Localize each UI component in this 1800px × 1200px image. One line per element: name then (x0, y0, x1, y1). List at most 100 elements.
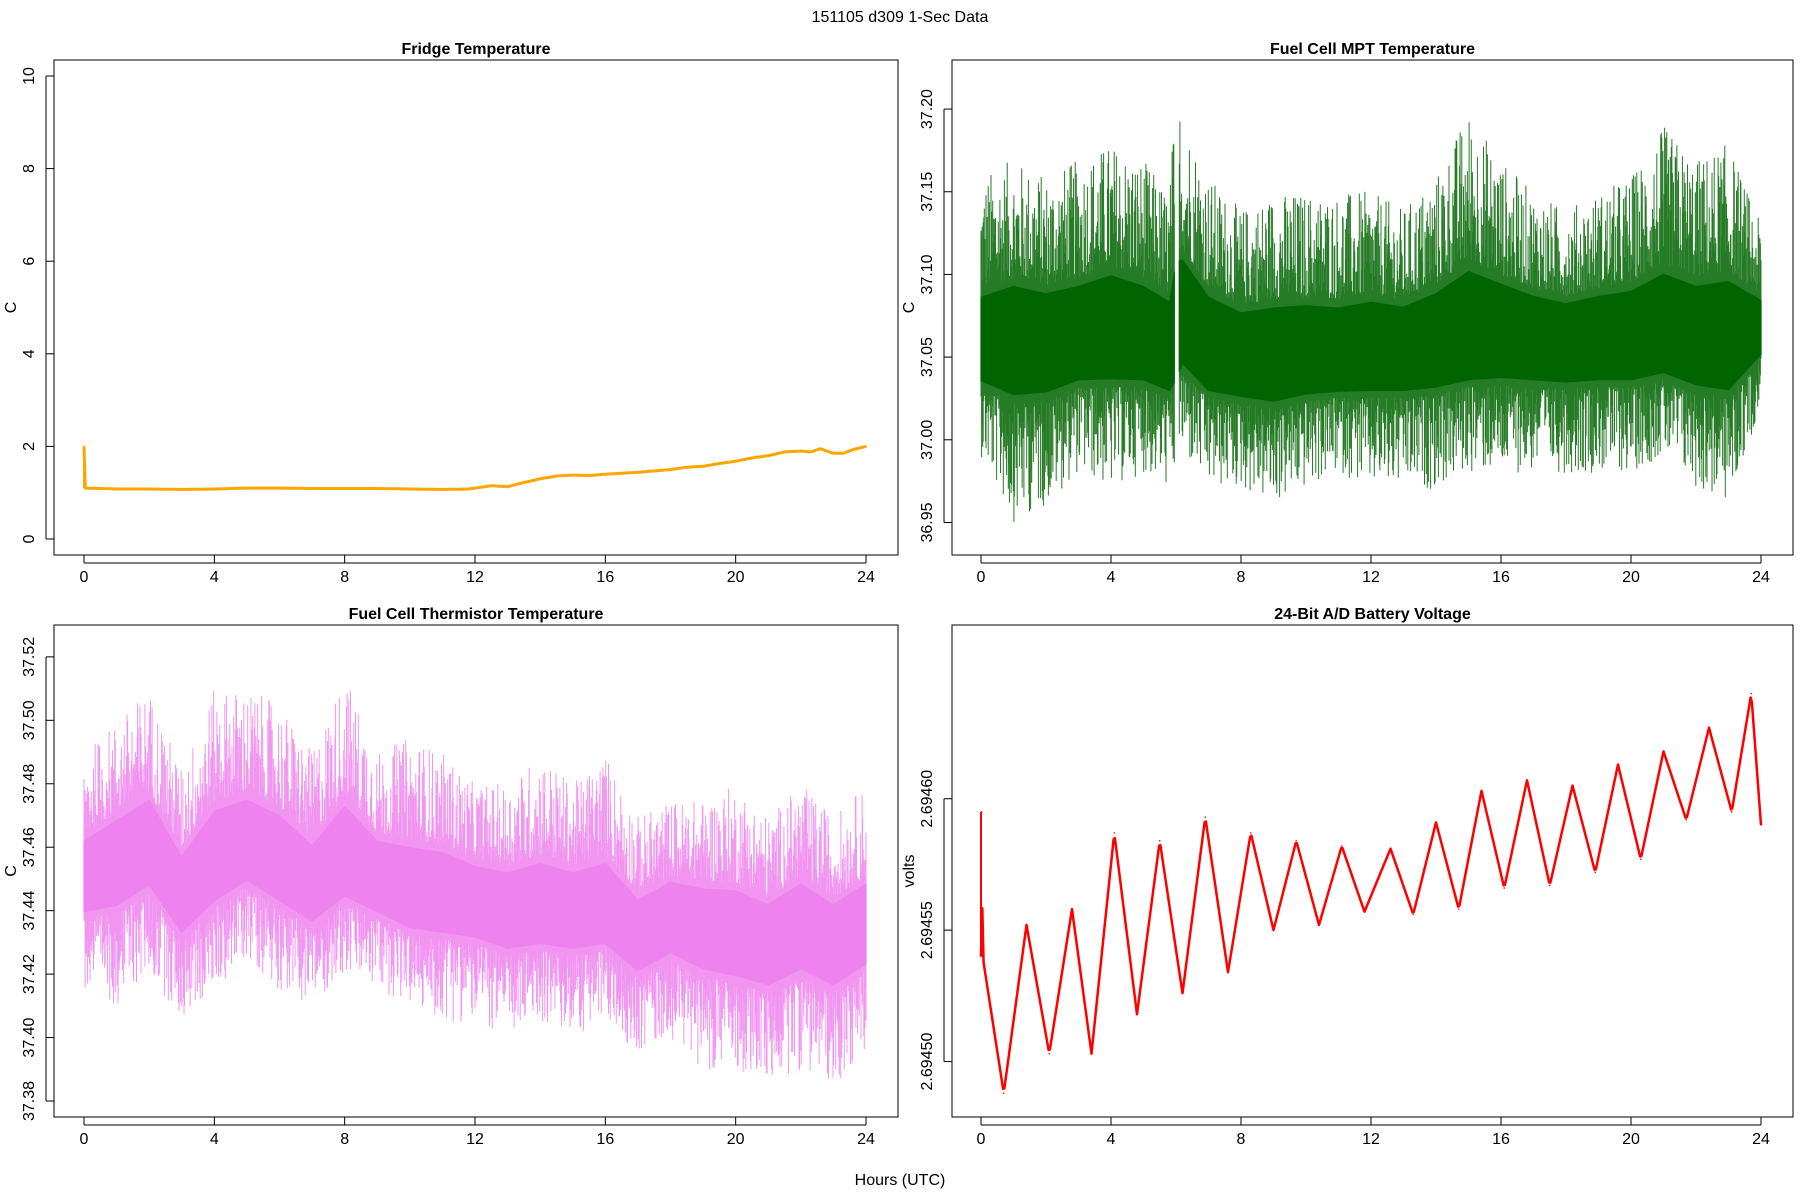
x-tick-label: 4 (1107, 569, 1116, 586)
data-point (278, 487, 281, 489)
data-point (865, 445, 867, 448)
data-point (343, 487, 346, 490)
plot-frame (53, 59, 899, 556)
data-point (83, 445, 85, 448)
data-point (1594, 871, 1597, 874)
data-point (1730, 811, 1733, 813)
data-point (819, 447, 822, 450)
data-point (523, 481, 525, 484)
series-line (82, 444, 867, 491)
panel-title: Fuel Cell Thermistor Temperature (349, 606, 604, 623)
x-tick-label: 4 (1107, 1131, 1116, 1148)
data-point (588, 474, 590, 477)
data-point (842, 452, 844, 455)
data-point (980, 955, 982, 958)
data-point (1318, 924, 1320, 926)
data-point (783, 451, 786, 453)
data-point (1457, 908, 1460, 910)
y-tick-label: 37.05 (919, 337, 936, 377)
x-tick-label: 24 (857, 569, 875, 586)
data-point (1750, 692, 1753, 695)
data-point (718, 462, 721, 465)
chart-panel-4: 24-Bit A/D Battery Voltage volts 0 4 8 12 16 20… (901, 606, 1794, 1148)
x-tick-label: 8 (1237, 1131, 1246, 1148)
x-tick-label: 12 (1362, 569, 1380, 586)
data-point (604, 473, 607, 475)
y-axis-label: volts (901, 855, 918, 888)
y-tick-label: 2.69460 (919, 770, 936, 828)
data-point (1025, 924, 1028, 926)
y-tick-label: 37.52 (21, 637, 38, 677)
data-point (1548, 884, 1551, 887)
data-point (1412, 913, 1415, 916)
data-point (1480, 790, 1483, 792)
data-point (1435, 821, 1437, 824)
x-tick-label: 20 (1622, 569, 1640, 586)
data-point (620, 472, 623, 475)
x-tick-label: 8 (340, 569, 349, 586)
y-tick-label: 6 (21, 257, 38, 266)
x-tick-label: 4 (210, 1131, 219, 1148)
data-point (115, 488, 118, 490)
x-tick-label: 24 (1752, 1131, 1770, 1148)
data-point (148, 488, 150, 490)
data-point (506, 485, 509, 488)
data-point (669, 468, 672, 471)
plot-frame (951, 624, 1794, 1118)
data-point (1639, 858, 1642, 860)
data-point (311, 487, 313, 490)
data-point (1181, 992, 1184, 995)
data-point (1708, 726, 1710, 729)
data-point (539, 478, 541, 480)
data-point (409, 488, 411, 490)
y-tick-label: 37.44 (21, 891, 38, 931)
x-tick-label: 16 (596, 569, 614, 586)
data-point (685, 466, 688, 469)
figure-title: 151105 d309 1-Sec Data (812, 9, 989, 26)
y-tick-label: 10 (21, 67, 38, 85)
data-point (555, 475, 558, 477)
y-tick-label: 37.46 (21, 827, 38, 867)
data-point (1090, 1052, 1093, 1055)
x-tick-label: 16 (1492, 569, 1510, 586)
data-point (653, 470, 656, 472)
panel-title: Fridge Temperature (401, 41, 550, 58)
x-tick-label: 12 (1362, 1131, 1380, 1148)
data-point (809, 451, 812, 453)
data-point (637, 471, 639, 474)
x-tick-label: 16 (596, 1131, 614, 1148)
data-point (1295, 839, 1298, 842)
y-tick-label: 2 (21, 442, 38, 451)
data-point (84, 487, 87, 489)
y-tick-label: 4 (21, 349, 38, 358)
data-point (1571, 784, 1574, 787)
y-tick-label: 2.69450 (919, 1033, 936, 1091)
data-point (1158, 839, 1161, 842)
data-point (180, 488, 183, 491)
data-point (1685, 818, 1688, 821)
data-point (1136, 1013, 1138, 1016)
data-point (1048, 1052, 1051, 1055)
panel-title: Fuel Cell MPT Temperature (1270, 41, 1475, 58)
data-point (467, 488, 470, 490)
data-point (1503, 887, 1506, 889)
data-point (1340, 845, 1343, 847)
data-point (1002, 1092, 1005, 1094)
series-core-band (980, 259, 1762, 402)
y-tick-label: 37.20 (919, 89, 936, 129)
y-tick-label: 37.48 (21, 764, 38, 804)
data-point (702, 465, 704, 468)
data-point (1272, 929, 1275, 931)
y-axis-label: C (901, 302, 918, 314)
data-point (767, 454, 770, 457)
y-tick-label: 8 (21, 164, 38, 173)
data-point (213, 488, 216, 490)
data-point (751, 457, 753, 459)
y-axis-label: C (3, 302, 20, 314)
data-point (1617, 763, 1619, 766)
y-tick-label: 37.40 (21, 1017, 38, 1057)
data-point (734, 460, 737, 463)
